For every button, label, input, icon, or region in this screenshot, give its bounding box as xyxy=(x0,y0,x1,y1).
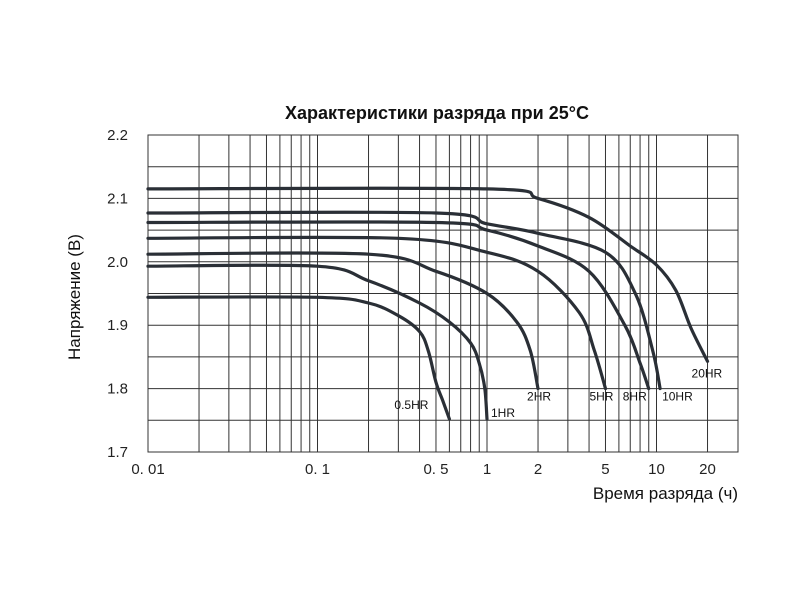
series-label-20hr: 20HR xyxy=(692,366,723,380)
series-label-2hr: 2HR xyxy=(527,390,551,404)
axis-ticks: 0. 01 0. 1 0. 5 1 2 5 10 20 1.7 1.8 1.9 2.0 2.1 2.2 xyxy=(107,127,716,478)
series-line-20hr xyxy=(146,186,710,363)
y-tick-label: 2.0 xyxy=(107,254,128,271)
series-line-2hr xyxy=(146,251,540,391)
y-tick-label: 1.8 xyxy=(107,381,128,398)
x-tick-label: 1 xyxy=(483,461,491,478)
x-tick-label: 5 xyxy=(601,461,609,478)
y-tick-label: 1.7 xyxy=(107,444,128,461)
y-tick-label: 1.9 xyxy=(107,317,128,334)
y-tick-label: 2.2 xyxy=(107,127,128,144)
series-labels: 0.5HR 1HR 2HR 5HR 8HR 10HR 20HR xyxy=(394,366,722,420)
x-tick-label: 2 xyxy=(534,461,542,478)
series-label-0.5hr: 0.5HR xyxy=(394,398,428,412)
x-tick-label: 0. 1 xyxy=(305,461,330,478)
y-tick-label: 2.1 xyxy=(107,190,128,207)
chart-title: Характеристики разряда при 25°C xyxy=(285,103,589,123)
x-tick-label: 0. 01 xyxy=(131,461,164,478)
x-tick-label: 0. 5 xyxy=(423,461,448,478)
series-line-8hr xyxy=(146,220,651,391)
series-label-10hr: 10HR xyxy=(662,390,693,404)
series-line-0.5hr xyxy=(146,295,451,421)
x-tick-label: 20 xyxy=(699,461,716,478)
x-axis-label: Время разряда (ч) xyxy=(593,484,738,503)
series-label-8hr: 8HR xyxy=(623,390,647,404)
x-tick-label: 10 xyxy=(648,461,665,478)
series-line-5hr xyxy=(146,235,608,391)
series-line-10hr xyxy=(146,210,662,391)
series-label-1hr: 1HR xyxy=(491,406,515,420)
plot-series xyxy=(146,186,710,421)
series-label-5hr: 5HR xyxy=(589,390,613,404)
series-line-1hr xyxy=(146,263,489,421)
y-axis-label: Напряжение (В) xyxy=(65,234,84,360)
